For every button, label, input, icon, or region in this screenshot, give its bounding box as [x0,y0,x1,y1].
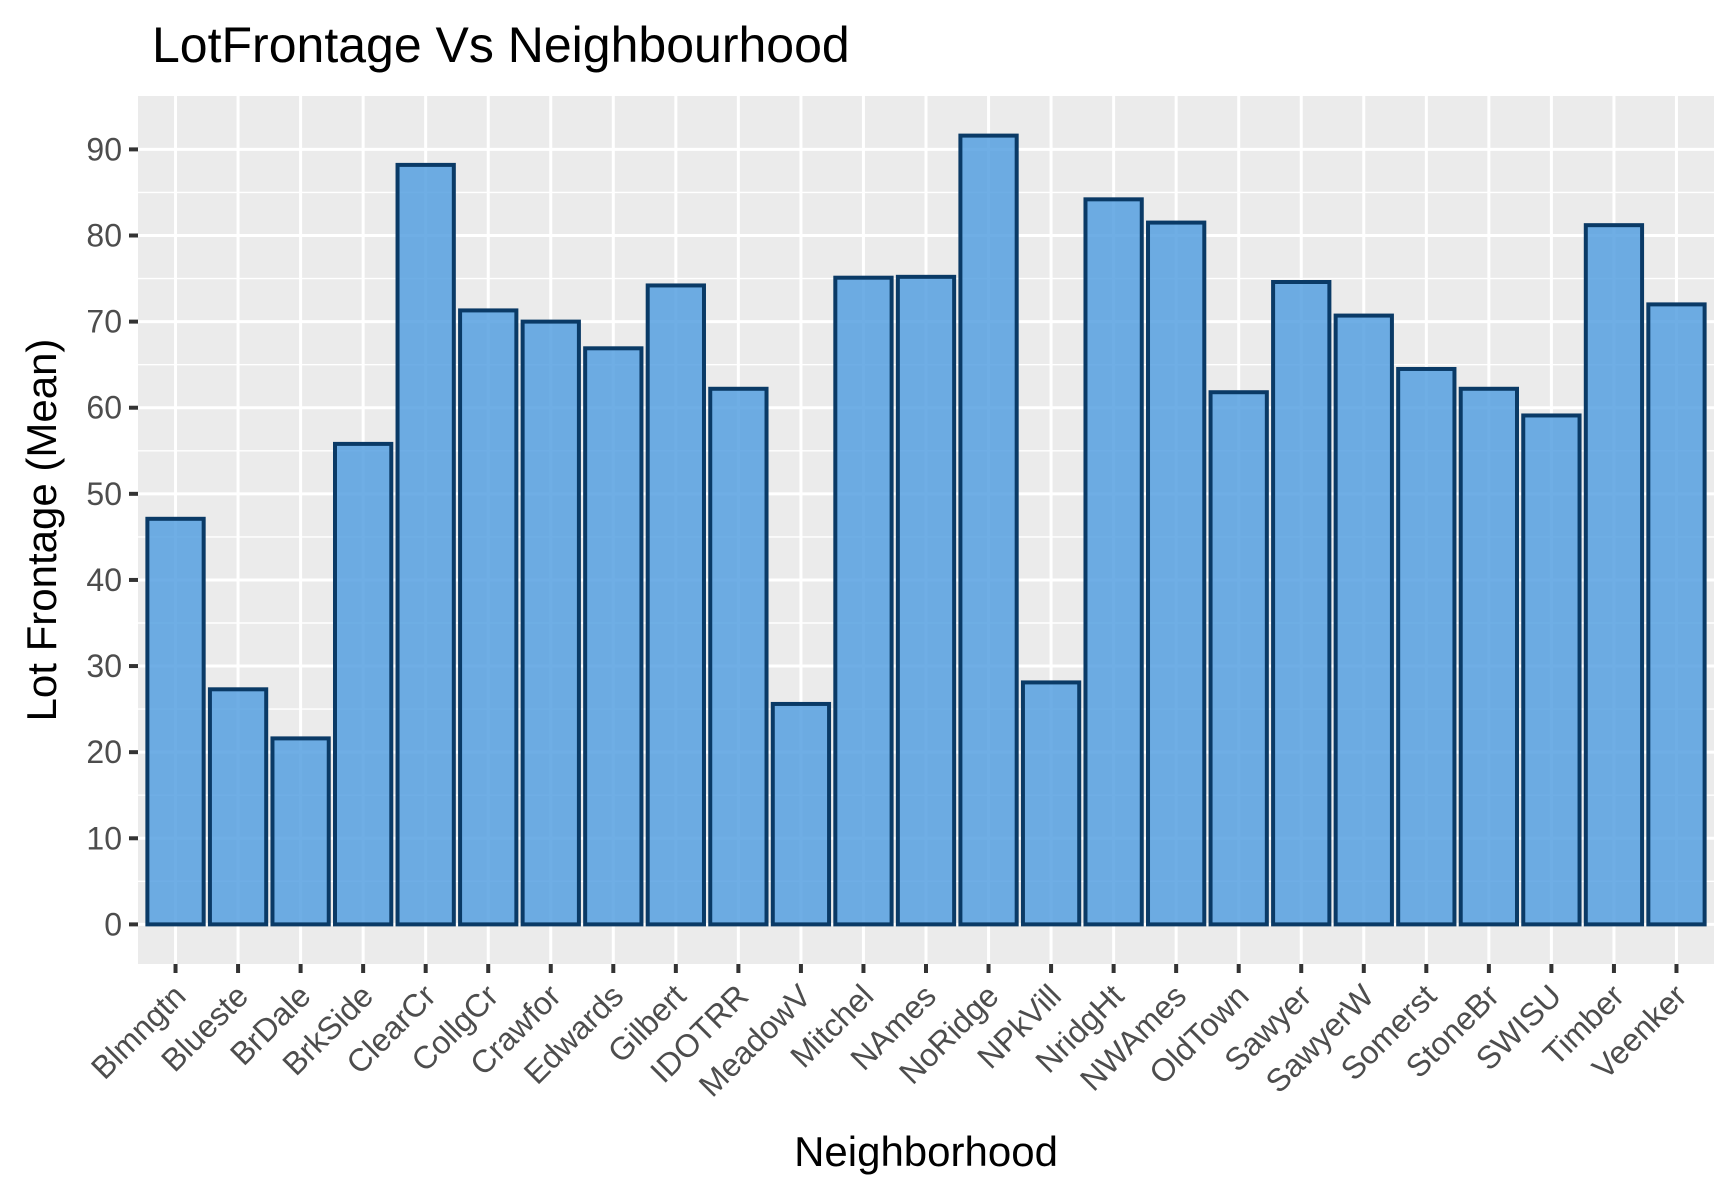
bar-crawfor [520,319,581,927]
bar-stonebr [1458,386,1519,927]
bar-blmngtn [145,516,206,927]
bar-nridght [1083,197,1144,927]
chart-title: LotFrontage Vs Neighbourhood [152,17,850,73]
y-tick-label: 50 [86,476,122,512]
bar-nwames [1146,220,1207,927]
y-tick-label: 60 [86,390,122,426]
x-axis: BlmngtnBluesteBrDaleBrkSideClearCrCollgC… [84,964,1694,1104]
bar-gilbert [645,283,706,927]
y-tick-label: 40 [86,562,122,598]
bar-oldtown [1208,390,1269,927]
y-axis: 0 10 20 30 40 50 60 70 80 90 [86,131,138,942]
y-tick-label: 90 [86,131,122,167]
bar-clearcr [395,162,456,927]
bar-somerst [1396,366,1457,927]
bar-noridge [958,133,1019,927]
y-tick-label: 20 [86,734,122,770]
bar-npkvill [1020,680,1082,927]
y-tick-label: 80 [86,218,122,254]
bar-idotrr [708,386,769,927]
y-tick-label: 30 [86,648,122,684]
bar-sawyer [1271,280,1332,927]
bars [145,133,1707,927]
bar-names [895,274,957,927]
y-tick-label: 0 [104,906,122,942]
bar-edwards [583,346,644,927]
x-axis-title: Neighborhood [794,1128,1058,1175]
bar-collgcr [458,308,519,927]
bar-brdale [270,736,331,927]
y-tick-label: 10 [86,820,122,856]
bar-brkside [333,441,394,927]
bar-blueste [207,687,269,927]
bar-veenker [1646,302,1707,927]
bar-timber [1583,223,1645,927]
bar-sawyerw [1333,313,1394,927]
bar-meadowv [770,701,832,927]
y-axis-title: Lot Frontage (Mean) [18,339,65,722]
bar-swisu [1521,413,1582,927]
y-tick-label: 70 [86,304,122,340]
bar-mitchel [833,275,894,927]
